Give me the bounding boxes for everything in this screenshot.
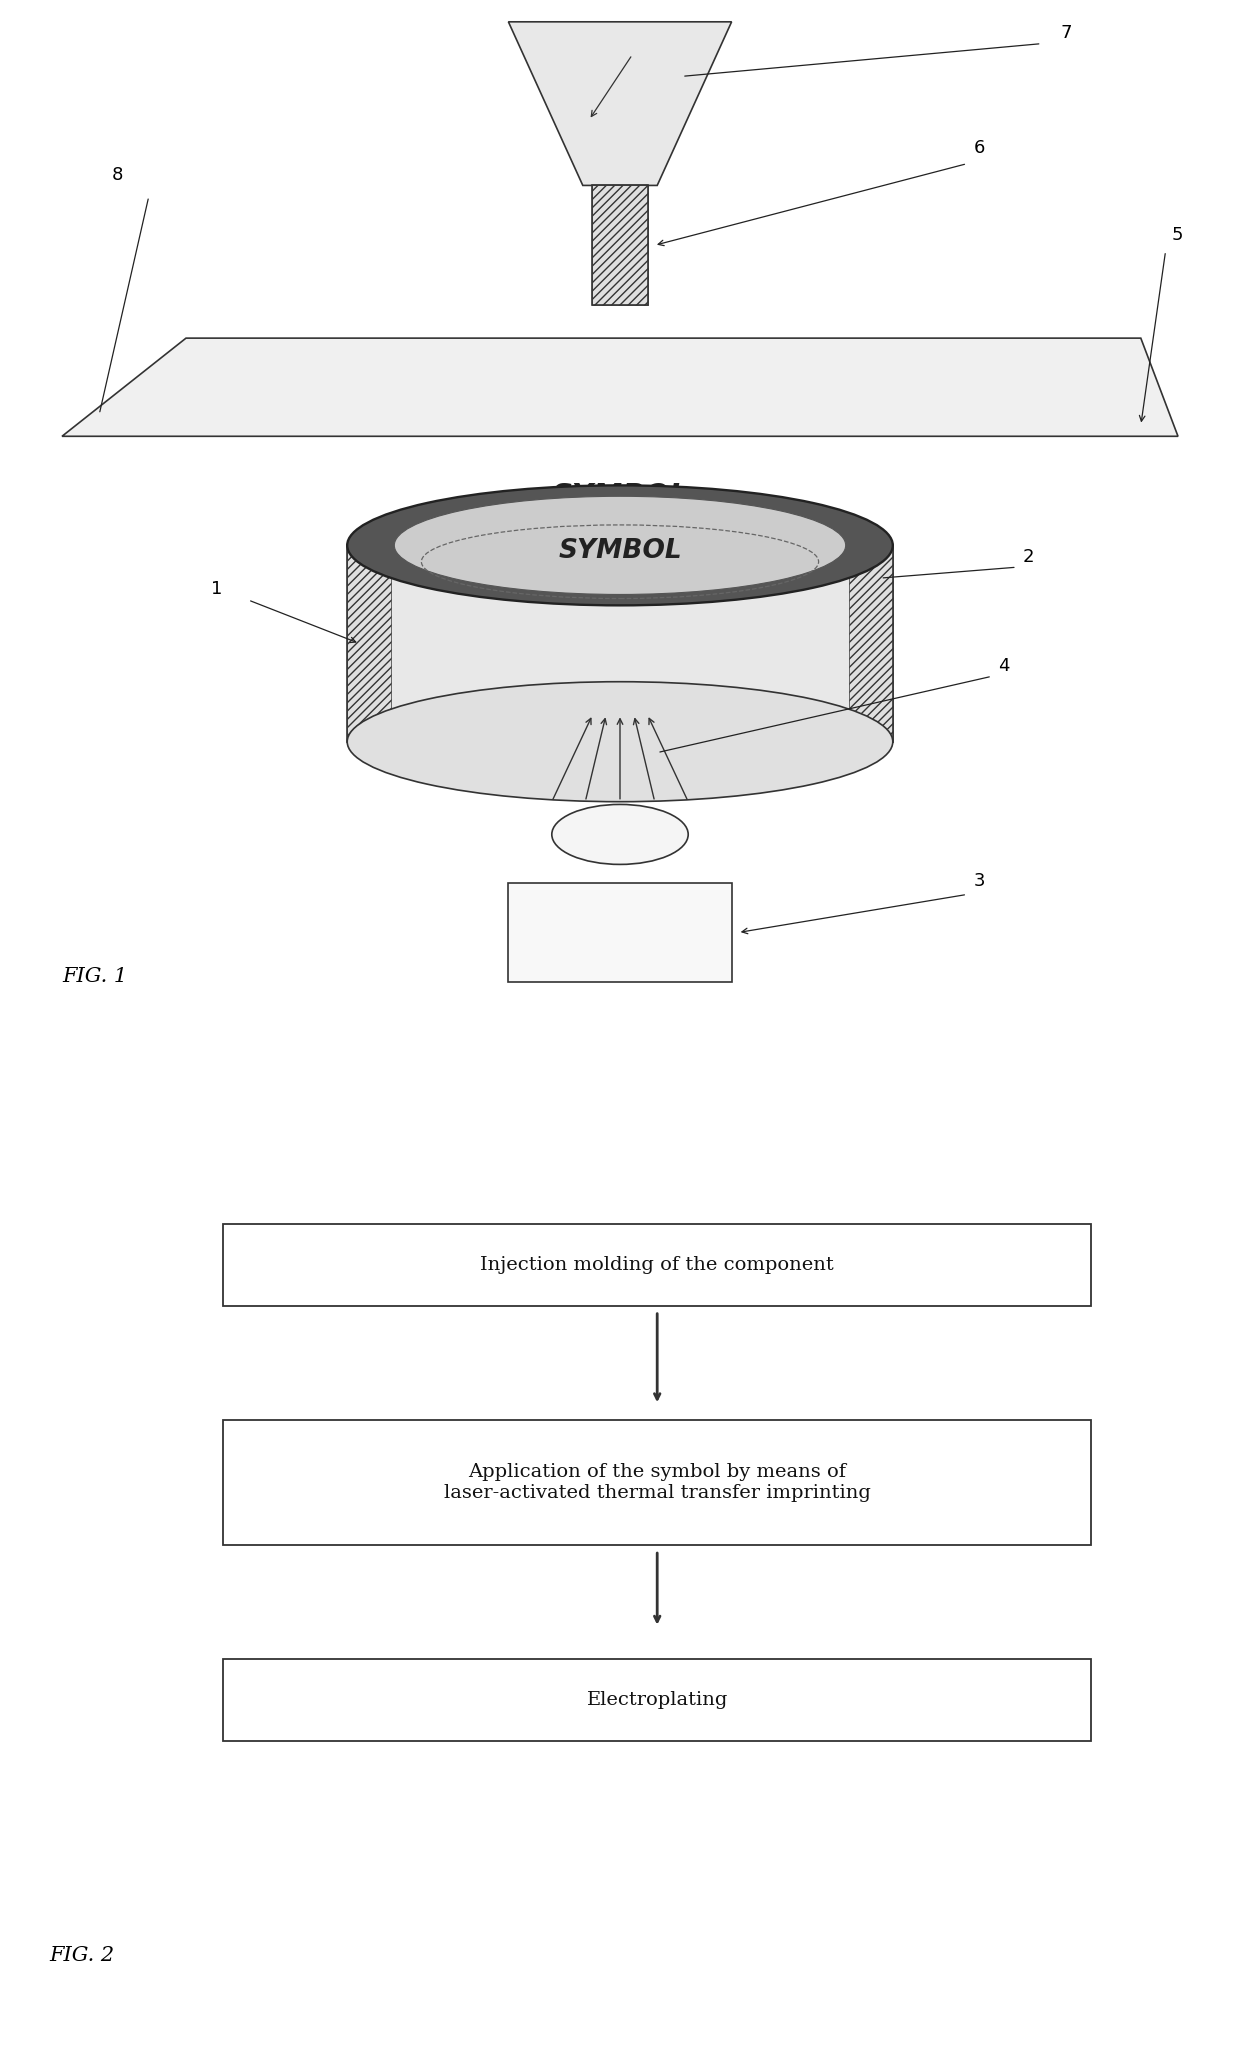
Polygon shape [347, 545, 391, 741]
Ellipse shape [552, 805, 688, 864]
Polygon shape [62, 338, 1178, 436]
Text: FIG. 1: FIG. 1 [62, 967, 128, 986]
Polygon shape [347, 545, 893, 741]
Polygon shape [593, 185, 647, 305]
Text: 7: 7 [1060, 25, 1071, 41]
Polygon shape [223, 1225, 1091, 1307]
Text: 6: 6 [973, 138, 985, 156]
Text: 8: 8 [112, 167, 123, 183]
Text: 3: 3 [973, 873, 985, 889]
Polygon shape [849, 545, 893, 741]
Polygon shape [508, 23, 732, 185]
Text: 4: 4 [998, 657, 1009, 675]
Text: 1: 1 [211, 580, 222, 599]
Text: FIG. 2: FIG. 2 [50, 1947, 115, 1965]
Text: SYMBOL: SYMBOL [552, 482, 688, 510]
Text: Electroplating: Electroplating [587, 1692, 728, 1708]
Polygon shape [508, 883, 732, 982]
Text: Injection molding of the component: Injection molding of the component [480, 1255, 835, 1274]
Text: 2: 2 [1023, 547, 1034, 566]
Ellipse shape [347, 486, 893, 605]
Polygon shape [223, 1659, 1091, 1741]
Ellipse shape [347, 681, 893, 803]
Polygon shape [223, 1420, 1091, 1546]
Ellipse shape [394, 496, 846, 595]
Text: Application of the symbol by means of
laser-activated thermal transfer imprintin: Application of the symbol by means of la… [444, 1463, 870, 1502]
Text: 5: 5 [1172, 226, 1183, 245]
Text: SYMBOL: SYMBOL [558, 537, 682, 564]
